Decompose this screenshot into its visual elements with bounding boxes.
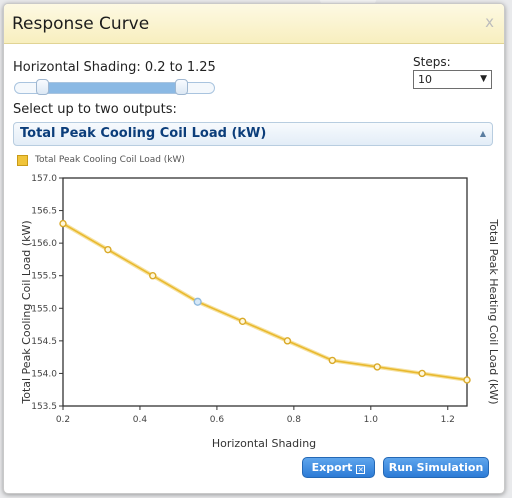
y-axis-label-left: Total Peak Cooling Coil Load (kW) [20,220,33,404]
legend-label: Total Peak Cooling Coil Load (kW) [35,155,185,165]
slider-selected-range [41,83,181,93]
x-tick-label: 1.2 [441,415,455,425]
steps-value: 10 [418,73,432,86]
output-select[interactable]: Total Peak Cooling Coil Load (kW) ▲ [13,122,493,146]
x-axis-label: Horizontal Shading [211,437,317,450]
slider-handle-max[interactable] [174,79,188,95]
dialog-title: Response Curve [12,14,150,34]
select-updown-icon: ▲ [479,129,486,138]
x-tick-label: 0.6 [210,415,225,425]
x-tick-label: 0.8 [287,415,302,425]
data-point [418,369,426,378]
data-point [238,317,247,326]
y-tick-label: 156.0 [31,239,57,249]
steps-label: Steps: [413,55,451,69]
run-simulation-button[interactable]: Run Simulation [383,457,489,478]
data-point [463,376,471,384]
shading-range-text: 0.2 to 1.25 [144,60,216,75]
legend-swatch [17,155,28,166]
data-point [104,245,112,254]
data-point [149,272,157,280]
shading-range-slider[interactable] [14,79,215,95]
data-point [328,356,337,365]
export-label: Export [311,461,353,474]
export-button[interactable]: Export ✕ [302,457,375,478]
y-tick-label: 157.0 [31,174,57,184]
steps-select[interactable]: 10 ▼ [413,70,492,89]
x-tick-label: 0.2 [56,415,70,425]
shading-label-text: Horizontal Shading: [13,60,141,75]
x-tick-label: 1.0 [364,415,379,425]
y-tick-label: 155.5 [31,272,57,282]
y-tick-label: 153.5 [31,402,57,412]
dropdown-arrow-icon: ▼ [480,74,487,84]
close-icon[interactable]: x [485,13,494,31]
response-chart: 153.5 154.0 154.5 155.0 155.5 156.0 156.5 157.0… [31,174,471,425]
series-line [62,222,468,381]
y-tick-label: 154.0 [31,369,57,379]
data-point-highlighted [193,297,202,306]
y-tick-label: 156.5 [31,207,57,217]
plot-area [62,177,468,407]
shading-range-label: Horizontal Shading: 0.2 to 1.25 [13,60,216,75]
slider-handle-min[interactable] [35,79,49,95]
y-axis-label-right: Total Peak Heating Coil Load (kW) [487,219,500,405]
response-curve-dialog: Response Curve x Horizontal Shading: 0.2… [3,3,505,494]
dialog-titlebar: Response Curve x [4,4,504,44]
data-point [373,363,381,371]
data-point [59,219,67,228]
output-selected-value: Total Peak Cooling Coil Load (kW) [20,126,267,141]
data-point [283,337,292,345]
outputs-label: Select up to two outputs: [13,102,177,117]
y-tick-label: 155.0 [31,304,57,314]
x-tick-label: 0.4 [133,415,148,425]
y-tick-label: 154.5 [31,337,57,347]
export-icon: ✕ [356,465,366,474]
